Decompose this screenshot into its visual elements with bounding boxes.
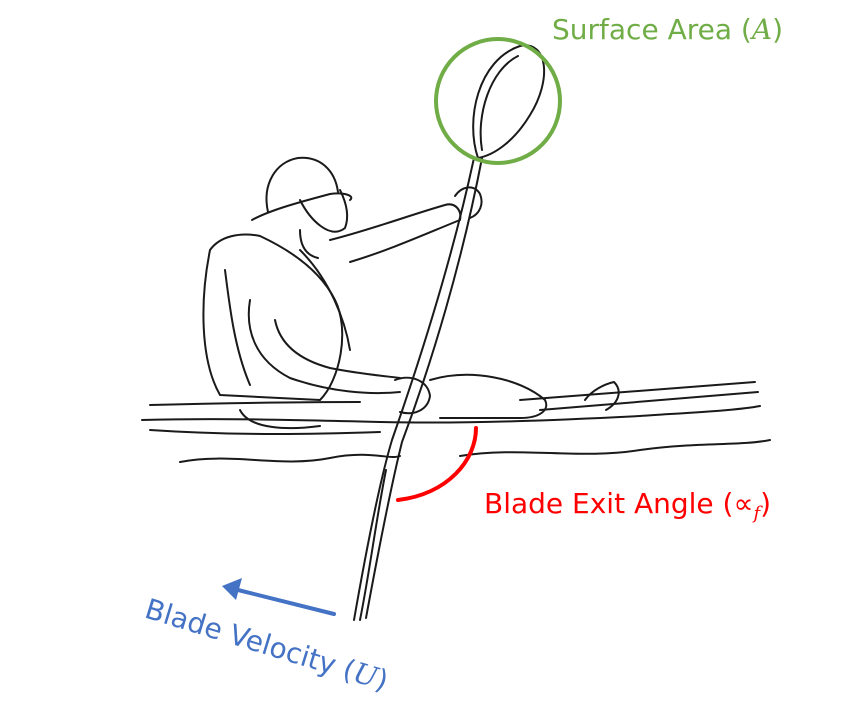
kayak-rim-line: [149, 401, 361, 406]
paddle-lower-blade: [359, 469, 387, 621]
face: [299, 189, 349, 233]
vest-strap: [299, 249, 351, 351]
surface-area-circle: [434, 37, 562, 165]
paddle-upper-blade-inner: [479, 55, 519, 151]
lower-arm-inner: [274, 319, 401, 379]
neck: [299, 229, 319, 259]
legs: [429, 373, 548, 419]
exit-angle-label-close: ): [760, 487, 772, 520]
kayaker-paddling-icon: [141, 44, 771, 621]
velocity-arrow-head: [222, 578, 242, 600]
torso-line: [224, 269, 251, 386]
surface-area-symbol: A: [751, 13, 773, 46]
surface-area-label-text: Surface Area (: [552, 13, 752, 46]
lower-hand: [394, 376, 431, 415]
upper-arm-raised: [329, 203, 462, 263]
water-swirl: [239, 409, 321, 430]
life-vest: [202, 233, 344, 401]
foot: [584, 381, 620, 411]
surface-area-label-close: ): [772, 13, 783, 46]
exit-angle-subscript: f: [753, 503, 761, 524]
exit-angle-arc: [396, 426, 478, 502]
kayak-bow-line-1: [519, 381, 756, 401]
water-ripple-2: [459, 439, 771, 457]
kayak-hull-line: [149, 429, 381, 435]
surface-area-label: Surface Area (A): [552, 16, 783, 44]
kayak-deck-line: [141, 405, 761, 424]
lower-arm: [247, 299, 401, 395]
exit-angle-label: Blade Exit Angle (∝f): [484, 490, 771, 523]
upper-hand: [454, 186, 483, 219]
paddle-shaft-left: [353, 157, 475, 621]
paddle-shaft-right: [365, 157, 483, 619]
water-ripple-1: [179, 453, 401, 463]
exit-angle-symbol: ∝: [733, 487, 754, 520]
velocity-arrow-shaft: [236, 588, 336, 616]
exit-angle-label-text: Blade Exit Angle (: [484, 487, 734, 520]
hat-crown: [265, 156, 339, 213]
kayak-bow-line-2: [539, 391, 759, 411]
